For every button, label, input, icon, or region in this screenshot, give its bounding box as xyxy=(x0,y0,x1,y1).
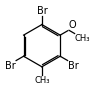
Text: Br: Br xyxy=(5,61,16,71)
Text: Br: Br xyxy=(36,5,47,15)
Text: CH₃: CH₃ xyxy=(75,34,90,43)
Text: CH₃: CH₃ xyxy=(34,76,50,85)
Text: O: O xyxy=(68,20,76,30)
Text: Br: Br xyxy=(68,61,79,71)
